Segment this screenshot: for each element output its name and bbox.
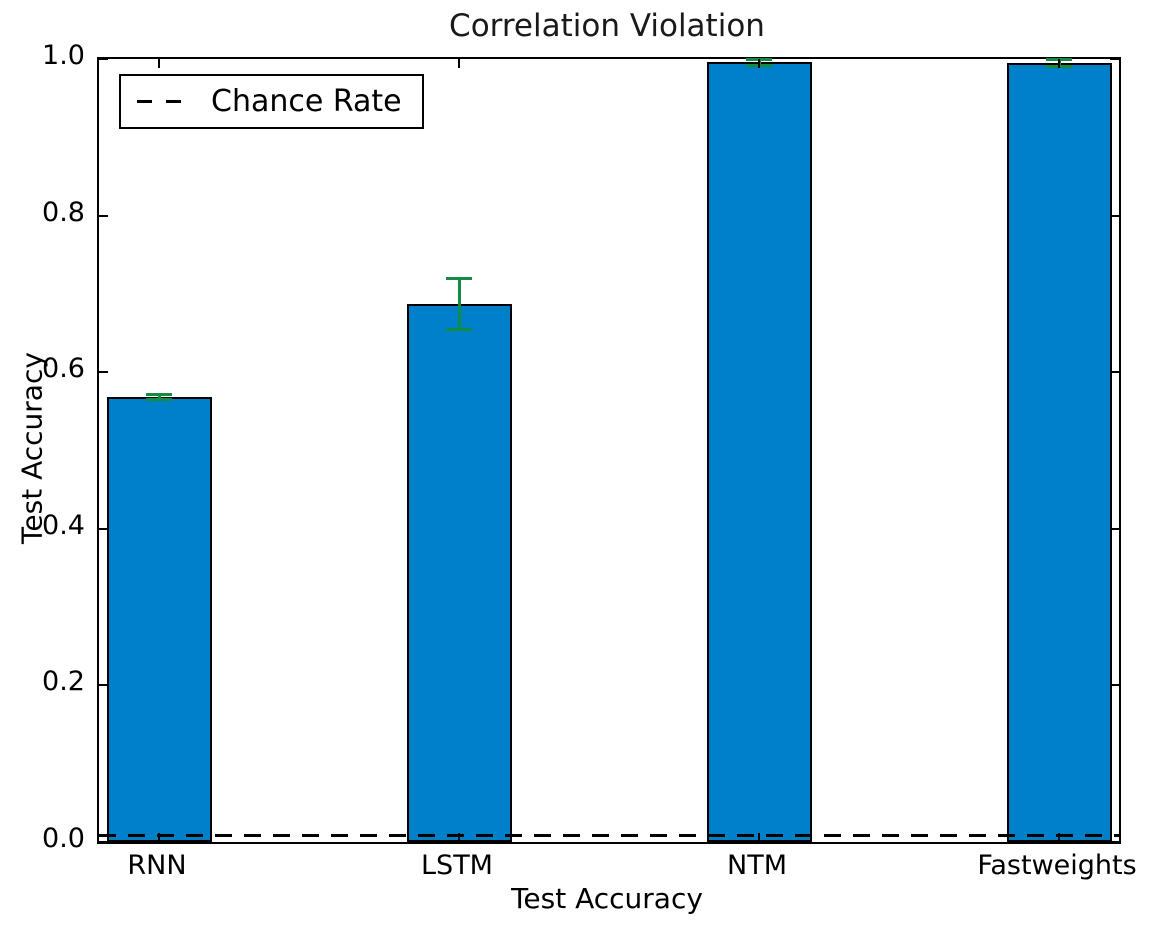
x-tick-label-rnn: RNN bbox=[127, 850, 187, 881]
y-tick-left-0.6 bbox=[99, 371, 108, 374]
bar-fastweights bbox=[1006, 62, 1112, 842]
y-tick-label-0.8: 0.8 bbox=[42, 196, 85, 228]
error-cap-bottom-lstm bbox=[446, 328, 472, 332]
dashed-line-marker bbox=[137, 100, 181, 103]
plot-area: Chance Rate bbox=[97, 57, 1121, 844]
legend: Chance Rate bbox=[119, 74, 424, 129]
x-tick-bottom-rnn bbox=[158, 833, 160, 842]
error-bar-rnn bbox=[157, 394, 161, 400]
y-tick-left-0.4 bbox=[99, 527, 108, 530]
error-bar-lstm bbox=[457, 278, 461, 330]
y-tick-right-0.4 bbox=[1110, 527, 1119, 530]
y-tick-label-0.0: 0.0 bbox=[42, 823, 85, 854]
x-tick-bottom-fastweights bbox=[1058, 833, 1060, 842]
error-cap-top-rnn bbox=[146, 393, 172, 397]
x-tick-label-fastweights: Fastweights bbox=[977, 850, 1137, 881]
chance-rate-line bbox=[99, 834, 1119, 838]
x-tick-label-ntm: NTM bbox=[727, 850, 787, 881]
x-tick-top-rnn bbox=[158, 59, 160, 68]
y-tick-label-1.0: 1.0 bbox=[42, 40, 85, 71]
y-tick-left-1.0 bbox=[99, 58, 108, 60]
y-tick-right-0.0 bbox=[1110, 841, 1119, 843]
y-tick-left-0.8 bbox=[99, 214, 108, 217]
legend-label: Chance Rate bbox=[211, 84, 402, 119]
y-tick-label-0.4: 0.4 bbox=[42, 509, 85, 541]
y-tick-right-0.8 bbox=[1110, 214, 1119, 217]
y-tick-right-0.6 bbox=[1110, 371, 1119, 374]
x-tick-top-ntm bbox=[758, 59, 760, 68]
error-cap-top-lstm bbox=[446, 276, 472, 280]
bars-layer bbox=[99, 57, 1119, 843]
y-tick-label-0.2: 0.2 bbox=[42, 666, 85, 698]
y-tick-left-0.2 bbox=[99, 684, 108, 687]
chart-title: Correlation Violation bbox=[449, 8, 765, 44]
y-tick-right-0.2 bbox=[1110, 684, 1119, 687]
y-tick-right-1.0 bbox=[1110, 58, 1119, 60]
bar-rnn bbox=[106, 397, 212, 842]
error-cap-bottom-rnn bbox=[146, 398, 172, 402]
x-tick-top-fastweights bbox=[1058, 59, 1060, 68]
y-tick-left-0.0 bbox=[99, 841, 108, 843]
bar-lstm bbox=[406, 304, 512, 842]
x-tick-bottom-lstm bbox=[458, 833, 460, 842]
bar-ntm bbox=[706, 62, 812, 842]
x-tick-top-lstm bbox=[458, 59, 460, 68]
y-tick-label-0.6: 0.6 bbox=[42, 353, 85, 385]
x-tick-bottom-ntm bbox=[758, 833, 760, 842]
x-tick-label-lstm: LSTM bbox=[421, 850, 493, 881]
x-axis-label: Test Accuracy bbox=[511, 882, 703, 915]
